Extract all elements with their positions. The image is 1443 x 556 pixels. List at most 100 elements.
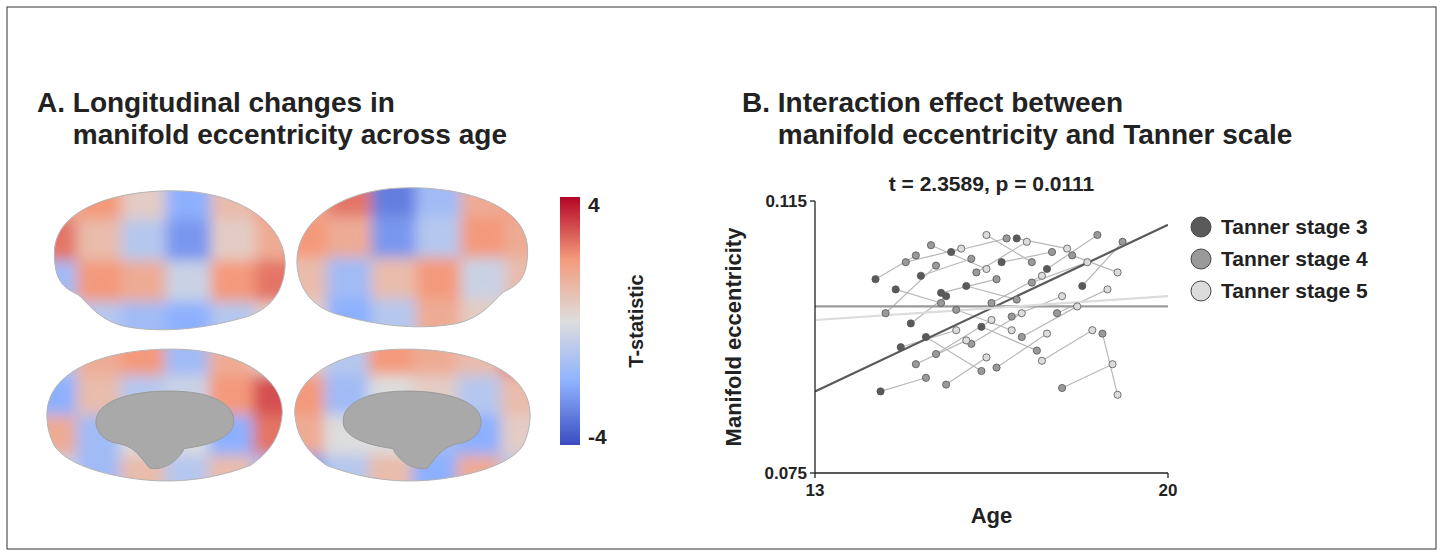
title-line: manifold eccentricity and Tanner scale — [778, 119, 1293, 150]
longitudinal-link — [1002, 252, 1052, 262]
t-cell — [501, 375, 546, 416]
longitudinal-link — [876, 255, 916, 279]
longitudinal-link — [1042, 330, 1092, 361]
y-axis — [814, 201, 815, 473]
t-cell — [77, 302, 122, 344]
t-cell — [505, 175, 550, 217]
data-point — [963, 337, 970, 344]
data-point — [922, 374, 929, 381]
data-point — [993, 276, 1000, 283]
title-line: manifold eccentricity across age — [73, 119, 507, 150]
x-axis-title: Age — [971, 503, 1013, 528]
t-cell — [501, 335, 546, 376]
longitudinal-link — [941, 279, 996, 293]
t-cell — [121, 219, 166, 261]
data-point — [983, 231, 990, 238]
t-cell — [77, 178, 122, 220]
y-tick-label: 0.075 — [764, 464, 807, 483]
title-line: B. Interaction effect between — [742, 87, 1123, 118]
t-cell — [255, 219, 300, 261]
t-cell — [416, 299, 461, 341]
longitudinal-link — [881, 378, 926, 392]
data-point — [1038, 357, 1045, 364]
y-tick — [810, 472, 815, 473]
data-point — [988, 316, 995, 323]
t-cell — [501, 455, 546, 496]
longitudinal-link — [1017, 238, 1067, 248]
t-cell — [166, 219, 211, 261]
data-point — [953, 306, 960, 313]
t-cell — [166, 302, 211, 344]
t-cell — [282, 175, 327, 217]
data-point — [1059, 293, 1066, 300]
data-point — [927, 242, 934, 249]
t-cell — [280, 375, 325, 416]
data-point — [953, 327, 960, 334]
t-cell — [324, 335, 369, 376]
data-point — [963, 282, 970, 289]
longitudinal-link — [997, 334, 1047, 368]
t-cell — [32, 375, 77, 416]
brain-view — [32, 335, 298, 496]
data-point — [1018, 333, 1025, 340]
t-cell — [166, 261, 211, 303]
panel-title: B. Interaction effect betweenmanifold ec… — [742, 87, 1292, 150]
data-point — [917, 272, 924, 279]
data-point — [1003, 235, 1010, 242]
longitudinal-link — [946, 357, 986, 384]
data-point — [882, 310, 889, 317]
legend-label: Tanner stage 4 — [1221, 247, 1368, 270]
figure: A. Longitudinal changes inmanifold eccen… — [0, 0, 1443, 556]
t-cell — [253, 375, 298, 416]
t-cell — [327, 216, 372, 258]
data-point — [1119, 238, 1126, 245]
data-point — [912, 252, 919, 259]
t-cell — [282, 216, 327, 258]
data-point — [988, 299, 995, 306]
data-point — [1074, 303, 1081, 310]
data-point — [1059, 384, 1066, 391]
longitudinal-link — [896, 289, 941, 303]
brain-cells — [280, 335, 546, 496]
t-cell — [32, 261, 77, 303]
legend-label: Tanner stage 3 — [1221, 215, 1368, 238]
data-point — [1008, 313, 1015, 320]
data-point — [1038, 272, 1045, 279]
brain-outline — [295, 349, 530, 481]
data-point — [1053, 310, 1060, 317]
brain-outline — [47, 349, 282, 481]
fit-line — [815, 225, 1168, 392]
y-tick-label: 0.115 — [765, 192, 807, 211]
data-point — [912, 361, 919, 368]
t-cell — [32, 335, 77, 376]
t-cell — [77, 219, 122, 261]
data-point — [1079, 282, 1086, 289]
figure-border — [7, 7, 1436, 549]
data-point — [1008, 327, 1015, 334]
colorbar-tick-label: 4 — [588, 193, 600, 216]
data-point — [1114, 391, 1121, 398]
legend-marker — [1191, 217, 1211, 237]
t-cell — [166, 178, 211, 220]
t-cell — [211, 261, 256, 303]
brain-outline — [54, 191, 285, 330]
longitudinal-link — [951, 238, 1006, 252]
x-axis — [815, 472, 1168, 473]
x-tick-label: 13 — [806, 481, 825, 500]
longitudinal-link — [1022, 306, 1077, 337]
data-point — [1109, 361, 1116, 368]
longitudinal-link — [1102, 334, 1117, 395]
colorbar-tick-label: -4 — [588, 425, 607, 448]
x-tick — [814, 473, 815, 478]
data-point — [948, 248, 955, 255]
data-point — [937, 289, 944, 296]
data-point — [907, 320, 914, 327]
data-point — [1114, 269, 1121, 276]
data-point — [998, 259, 1005, 266]
data-point — [1064, 245, 1071, 252]
t-cell — [32, 178, 77, 220]
t-cell — [255, 178, 300, 220]
longitudinal-link — [1062, 364, 1112, 388]
t-cell — [327, 258, 372, 300]
title-line: A. Longitudinal changes in — [37, 87, 395, 118]
